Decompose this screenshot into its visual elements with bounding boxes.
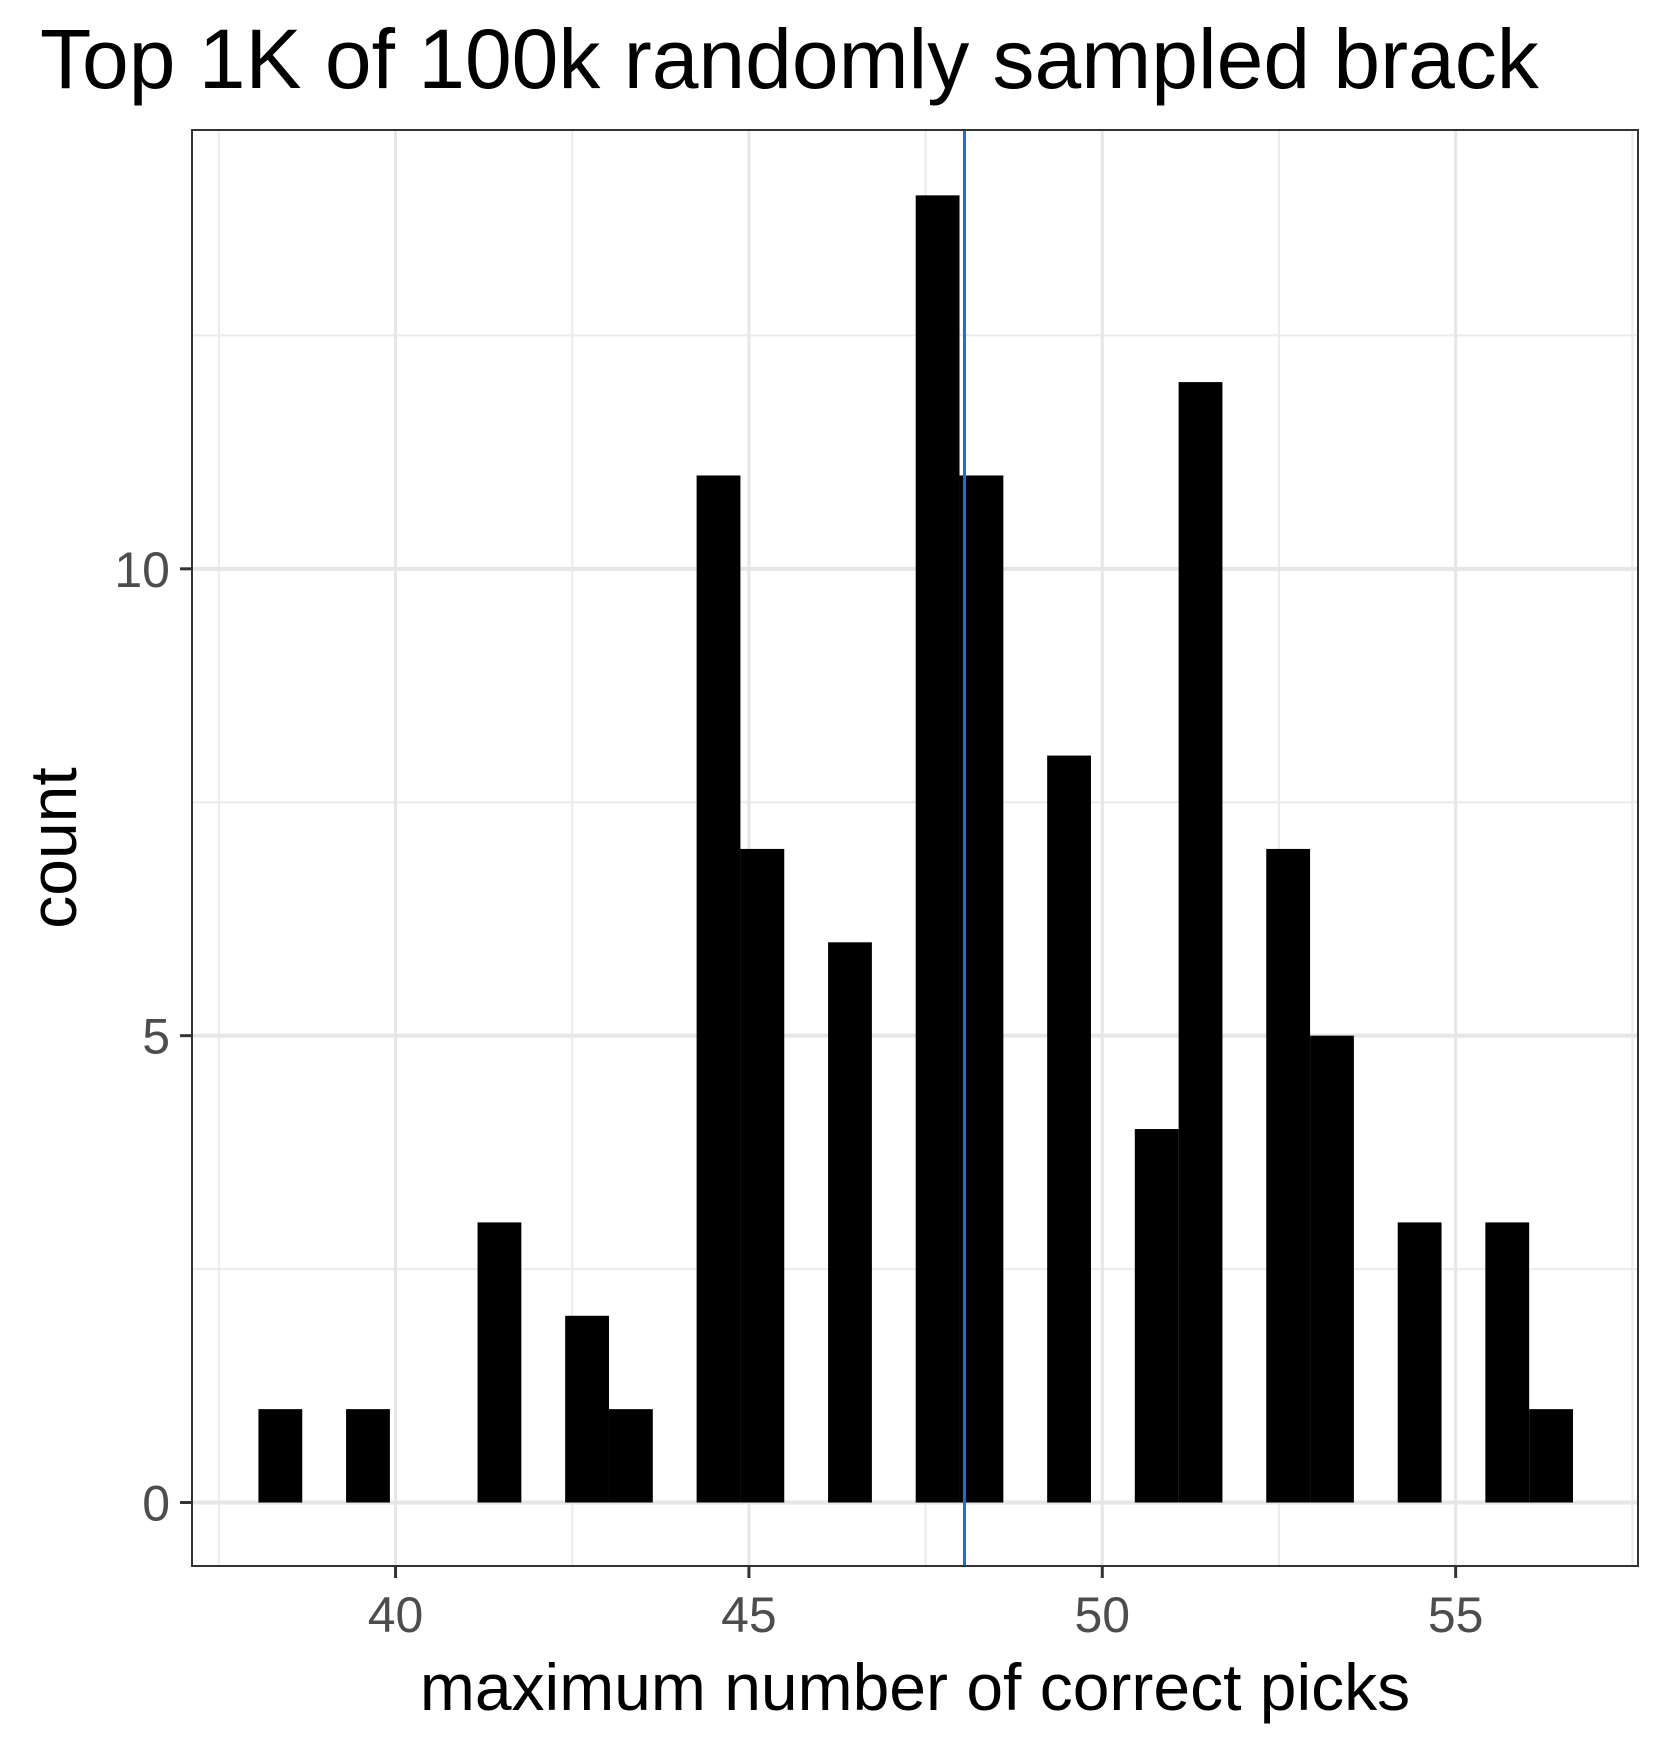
histogram-bar <box>696 475 741 1503</box>
histogram-bar <box>346 1409 390 1503</box>
histogram-bar <box>915 195 960 1503</box>
y-tick-label: 0 <box>142 1476 170 1532</box>
histogram-bar <box>1485 1222 1530 1503</box>
y-axis-title: count <box>16 767 90 928</box>
x-axis: 40 45 50 55 <box>368 1566 1484 1643</box>
histogram-bar <box>477 1222 522 1503</box>
x-axis-title: maximum number of correct picks <box>420 1650 1410 1724</box>
histogram-bar <box>608 1409 653 1503</box>
x-tick-label: 55 <box>1428 1587 1484 1643</box>
plot-background <box>192 130 1638 1566</box>
chart-title: Top 1K of 100k randomly sampled brack <box>40 12 1540 106</box>
x-tick-label: 50 <box>1074 1587 1130 1643</box>
y-tick-label: 5 <box>142 1009 170 1065</box>
histogram-bar <box>828 942 872 1503</box>
histogram-bar <box>1529 1409 1573 1503</box>
x-tick-label: 45 <box>721 1587 777 1643</box>
x-tick-label: 40 <box>368 1587 424 1643</box>
y-axis: 0 5 10 <box>114 542 192 1532</box>
histogram-bar <box>1310 1035 1354 1503</box>
histogram-bar <box>565 1315 609 1503</box>
y-tick-label: 10 <box>114 542 170 598</box>
histogram-bar <box>959 475 1004 1503</box>
histogram-bar <box>258 1409 303 1503</box>
histogram-bar <box>1266 848 1311 1503</box>
histogram-bar <box>1397 1222 1442 1503</box>
histogram-bar <box>1134 1129 1179 1503</box>
plot-border <box>191 129 1639 1567</box>
histogram-bar <box>1178 382 1223 1503</box>
histogram-bars <box>258 195 1573 1503</box>
histogram-bar <box>740 848 785 1503</box>
histogram-bar <box>1047 755 1091 1503</box>
